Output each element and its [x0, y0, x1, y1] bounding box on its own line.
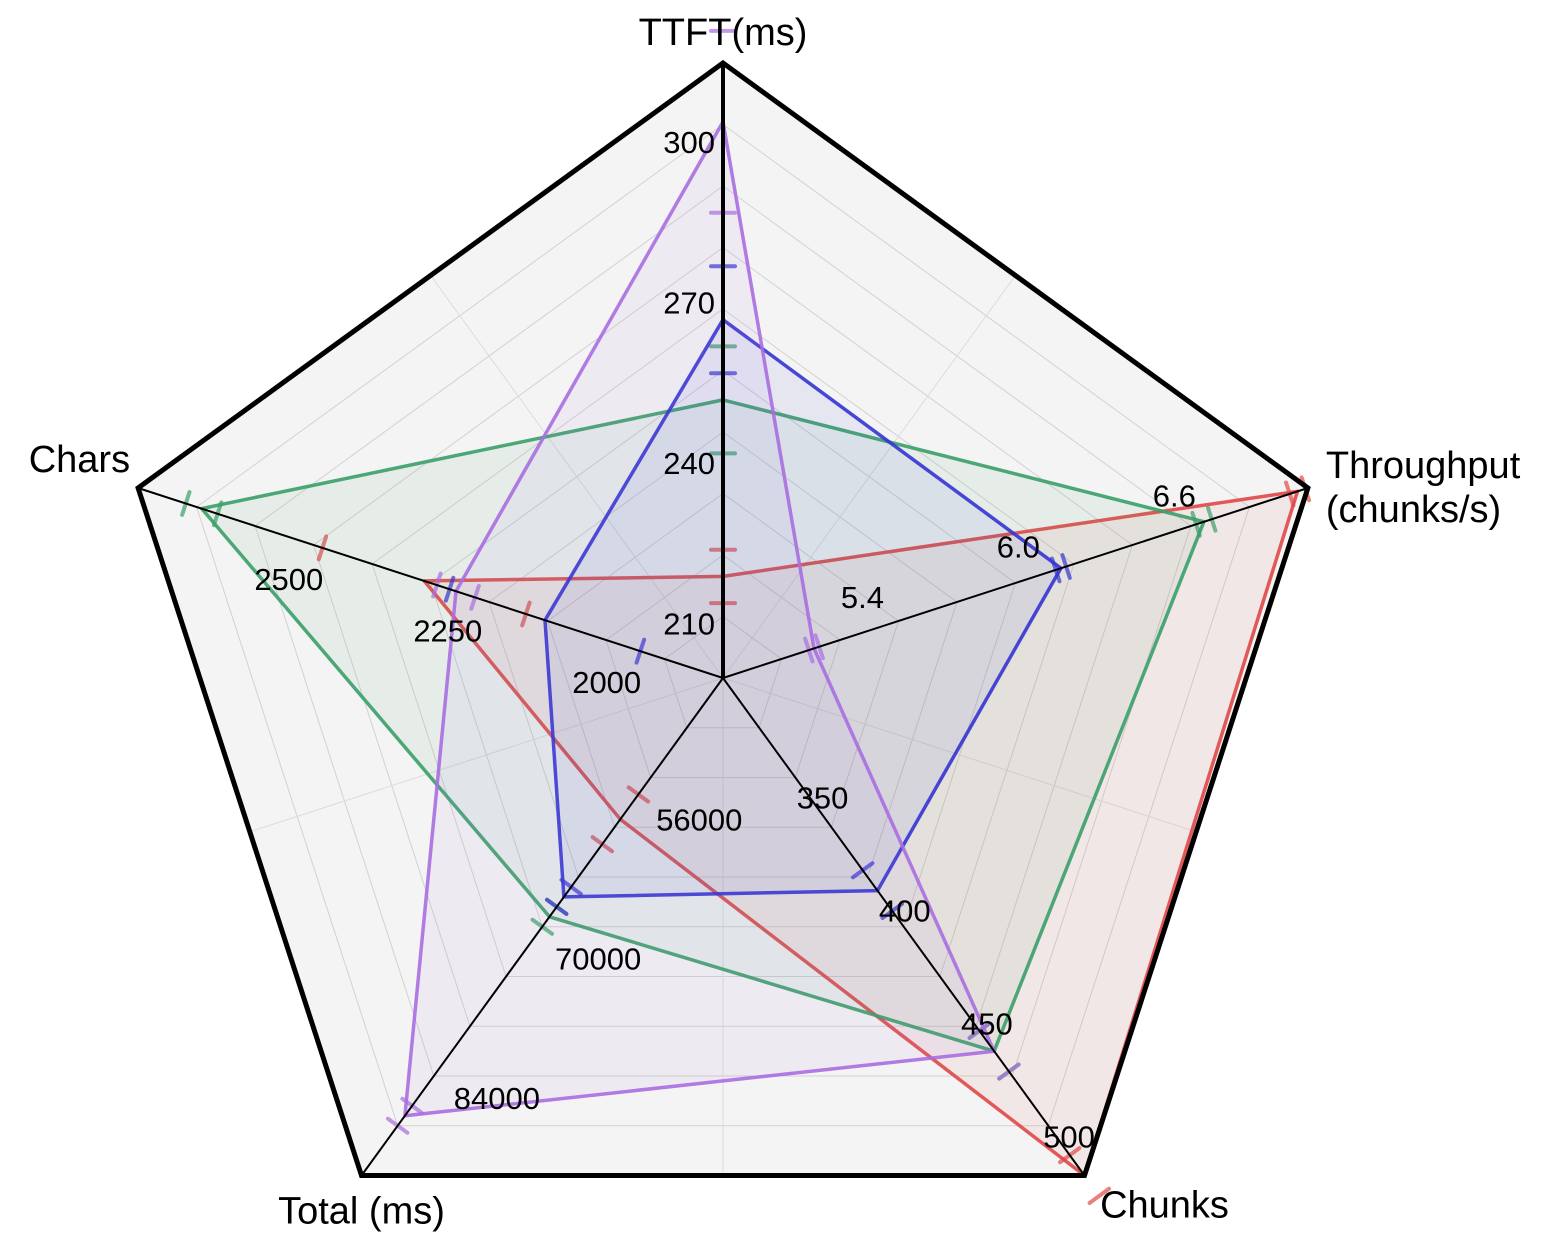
tick-label-chars: 2000	[572, 665, 641, 700]
tick-label-throughput: 5.4	[841, 580, 884, 615]
tick-label-ttft: 240	[663, 446, 715, 481]
tick-label-throughput: 6.6	[1153, 479, 1196, 514]
tick-label-chars: 2250	[413, 614, 482, 649]
outer-frame	[135, 59, 1311, 1178]
tick-label-total: 70000	[555, 942, 641, 977]
axis-title-chars: Chars	[29, 439, 130, 481]
tick-label-chars: 2500	[254, 562, 323, 597]
tick-label-total: 84000	[454, 1081, 540, 1116]
tick-label-chunks: 400	[879, 894, 931, 929]
axis-title-throughput: (chunks/s)	[1326, 489, 1501, 531]
axis-title-total: Total (ms)	[278, 1191, 445, 1233]
tick-label-ttft: 300	[663, 125, 715, 160]
axis-title-ttft: TTFT(ms)	[639, 12, 808, 54]
grid-spoke	[722, 275, 1016, 679]
series-4-polygon	[403, 120, 996, 1118]
grid-spoke	[249, 677, 724, 833]
grid-spoke	[430, 275, 724, 679]
series-1-polygon	[422, 489, 1300, 1178]
chart-grid	[196, 123, 1250, 1176]
series-3-polygon	[543, 317, 1063, 899]
series-2-polygon	[199, 398, 1206, 1053]
axis-title-chunks: Chunks	[1100, 1185, 1229, 1227]
series-1-error-cap	[1087, 1186, 1111, 1205]
tick-label-total: 56000	[656, 802, 742, 837]
tick-label-chunks: 350	[797, 781, 849, 816]
axis-line-throughput	[722, 487, 1309, 679]
axis-line-chars	[137, 487, 724, 679]
chart-labels: 210 240 270 300 5.4 6.0 6.6 350 400 450 500 56000 70…	[29, 12, 1521, 1233]
tick-label-chunks: 500	[1043, 1120, 1095, 1155]
tick-label-ttft: 210	[663, 607, 715, 642]
tick-label-chunks: 450	[961, 1007, 1013, 1042]
tick-label-throughput: 6.0	[997, 529, 1040, 564]
axis-title-throughput: Throughput	[1326, 445, 1521, 487]
tick-label-ttft: 270	[663, 286, 715, 321]
axis-line-chunks	[722, 677, 1086, 1177]
chart-axes	[135, 59, 1311, 1178]
chart-series	[180, 28, 1311, 1205]
axis-line-total	[360, 677, 724, 1177]
grid-spoke	[722, 677, 1197, 833]
